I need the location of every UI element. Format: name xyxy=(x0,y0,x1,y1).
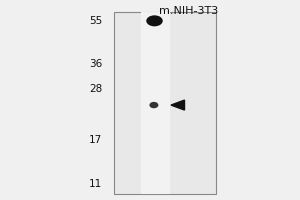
Text: m.NIH-3T3: m.NIH-3T3 xyxy=(159,6,218,16)
Text: 55: 55 xyxy=(89,16,102,26)
Bar xyxy=(141,12,170,194)
Polygon shape xyxy=(171,100,184,110)
Bar xyxy=(114,12,216,194)
Ellipse shape xyxy=(149,102,158,108)
Text: 17: 17 xyxy=(89,135,102,145)
Text: 11: 11 xyxy=(89,179,102,189)
Ellipse shape xyxy=(146,15,163,26)
Text: 28: 28 xyxy=(89,84,102,94)
Text: 36: 36 xyxy=(89,59,102,69)
